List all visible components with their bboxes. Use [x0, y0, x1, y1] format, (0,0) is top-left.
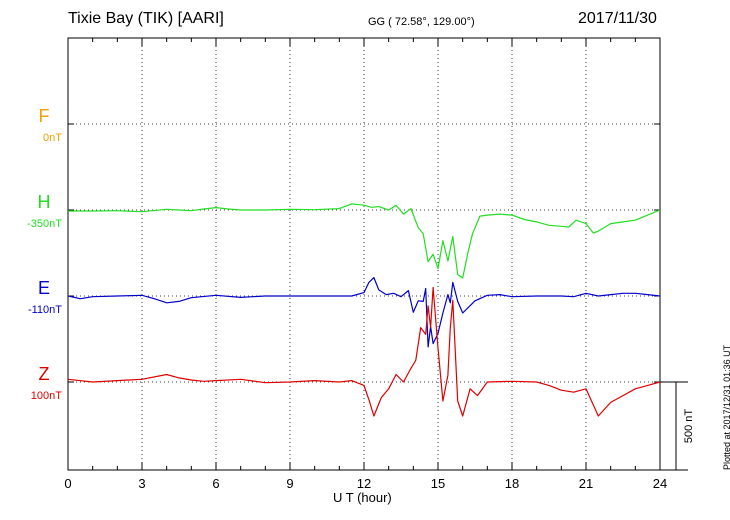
x-tick-label: 0 [64, 476, 71, 491]
plotted-timestamp: Plotted at 2017/12/31 01:36 UT [722, 344, 730, 470]
station-title: Tixie Bay (TIK) [AARI] [68, 10, 224, 27]
x-tick-label: 6 [212, 476, 219, 491]
series-name-e: E [38, 278, 50, 298]
series-offset-e: -110nT [28, 304, 62, 316]
geographic-coords: GG ( 72.58°, 129.00°) [368, 16, 475, 28]
x-tick-label: 9 [286, 476, 293, 491]
series-line-h [68, 203, 661, 279]
x-axis-label: U T (hour) [333, 490, 392, 505]
x-tick-label: 21 [579, 476, 593, 491]
x-tick-label: 15 [431, 476, 445, 491]
series-offset-f: 0nT [43, 132, 62, 144]
axis-ticks: 0 3 6 9 12 15 18 21 24 [64, 38, 667, 491]
series-labels: F 0nT H -350nT E -110nT Z 100nT [27, 106, 62, 402]
series-name-z: Z [39, 364, 50, 384]
series-line-z [67, 286, 661, 417]
series-name-f: F [39, 106, 50, 126]
series-offset-h: -350nT [27, 218, 62, 230]
series-lines [67, 203, 661, 417]
series-line-e [67, 277, 661, 348]
x-tick-label: 24 [653, 476, 667, 491]
scale-bar: 500 nT [660, 381, 695, 471]
x-tick-label: 3 [138, 476, 145, 491]
grid-lines [68, 38, 660, 470]
x-tick-label: 18 [505, 476, 519, 491]
series-offset-z: 100nT [31, 390, 62, 402]
scale-bar-label: 500 nT [683, 409, 695, 444]
x-tick-label: 12 [357, 476, 371, 491]
plot-date: 2017/11/30 [578, 10, 657, 27]
series-name-h: H [38, 192, 51, 212]
